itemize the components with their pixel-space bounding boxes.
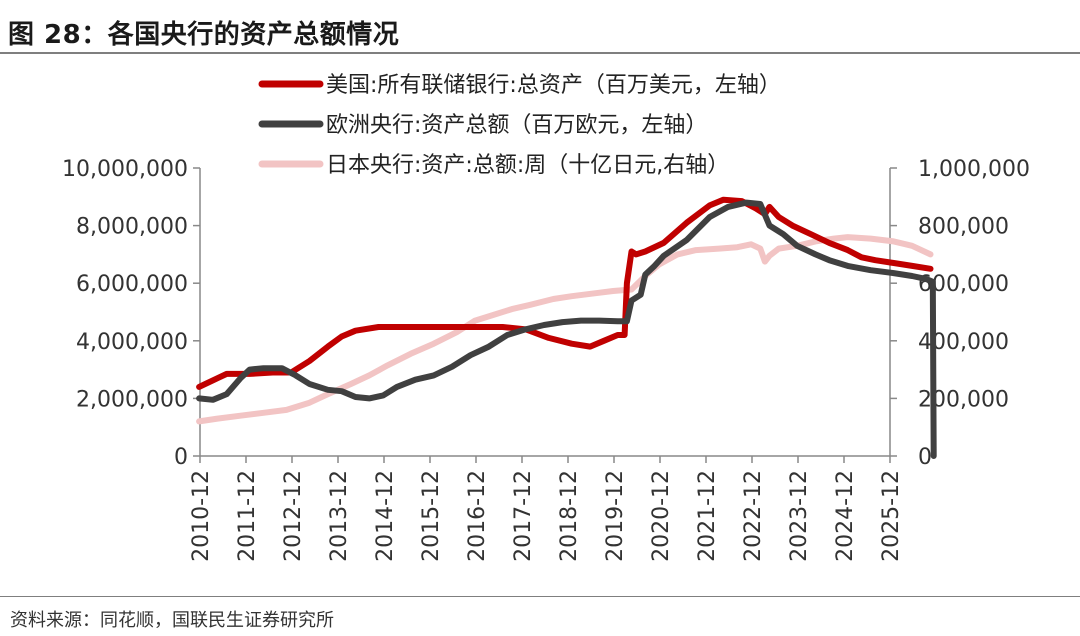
legend-entry-ecb: 欧洲央行:资产总额（百万欧元，左轴）: [258, 113, 707, 138]
left-tick-label: 8,000,000: [76, 215, 188, 240]
x-tick-label: 2024-12: [833, 470, 858, 562]
right-tick-label: 800,000: [918, 215, 1009, 240]
left-tick-label: 0: [174, 445, 188, 470]
series-line-japan-boj: [196, 196, 934, 390]
x-tick-label: 2023-12: [787, 470, 812, 562]
series-line-ecb: [196, 234, 934, 425]
source-divider: [0, 596, 1080, 597]
legend-entry-japan-boj: 日本央行:资产:总额:周（十亿日元,右轴）: [258, 153, 729, 178]
series-layer: [196, 196, 937, 459]
x-tick-label: 2013-12: [327, 470, 352, 562]
x-tick-label: 2022-12: [741, 470, 766, 562]
legend-entry-us-fed: 美国:所有联储银行:总资产（百万美元，左轴）: [258, 73, 781, 98]
x-tick-label: 2012-12: [281, 470, 306, 562]
legend: 美国:所有联储银行:总资产（百万美元，左轴） 欧洲央行:资产总额（百万欧元，左轴）…: [258, 73, 781, 178]
left-tick-label: 4,000,000: [76, 330, 188, 355]
x-tick-label: 2017-12: [511, 470, 536, 562]
axes: 0 2,000,000 4,000,000 6,000,000 8,000,000 10,…: [62, 157, 1030, 562]
left-tick-label: 6,000,000: [76, 272, 188, 297]
left-tick-label: 2,000,000: [76, 387, 188, 412]
x-tick-label: 2020-12: [649, 470, 674, 562]
x-tick-label: 2015-12: [419, 470, 444, 562]
legend-label: 欧洲央行:资产总额（百万欧元，左轴）: [326, 113, 707, 138]
x-tick-label: 2016-12: [465, 470, 490, 562]
legend-label: 美国:所有联储银行:总资产（百万美元，左轴）: [326, 73, 781, 98]
x-tick-label: 2021-12: [695, 470, 720, 562]
source-note: 资料来源：同花顺，国联民生证券研究所: [10, 610, 334, 631]
x-tick-label: 2018-12: [557, 470, 582, 562]
series-line-us-fed: [196, 199, 937, 459]
right-tick-label: 1,000,000: [918, 157, 1030, 182]
figure-title: 图 28：各国央行的资产总额情况: [8, 20, 400, 50]
x-tick-label: 2010-12: [189, 470, 214, 562]
right-tick-label: 0: [918, 445, 932, 470]
title-divider: [0, 52, 1080, 54]
asset-chart: 美国:所有联储银行:总资产（百万美元，左轴） 欧洲央行:资产总额（百万欧元，左轴）…: [62, 73, 1030, 562]
x-tick-label: 2014-12: [373, 470, 398, 562]
left-tick-label: 10,000,000: [62, 157, 188, 182]
x-tick-label: 2025-12: [879, 470, 904, 562]
legend-label: 日本央行:资产:总额:周（十亿日元,右轴）: [326, 153, 729, 178]
x-tick-label: 2019-12: [603, 470, 628, 562]
x-tick-label: 2011-12: [235, 470, 260, 562]
